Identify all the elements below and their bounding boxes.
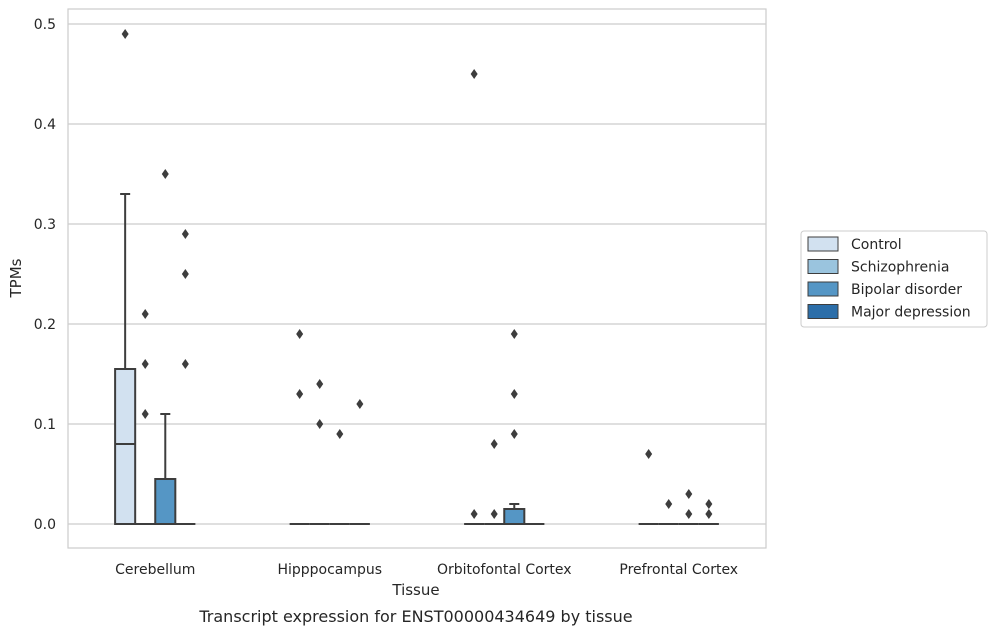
outlier-point (645, 449, 653, 459)
outlier-point (470, 509, 478, 519)
outlier-point (296, 329, 304, 339)
box-bipolar-disorder (503, 503, 526, 525)
outlier-point (316, 419, 324, 429)
legend-frame (800, 230, 988, 328)
legend-swatch (807, 236, 839, 252)
outlier-point (316, 379, 324, 389)
outlier-point (510, 389, 518, 399)
y-tick-label: 0.1 (34, 417, 56, 433)
y-tick-label: 0.4 (34, 117, 56, 133)
legend-label: Schizophrenia (851, 260, 949, 276)
outlier-point (510, 429, 518, 439)
x-tick-labels: Cerebellum Hipppocampus Orbitofontal Corte… (115, 562, 738, 578)
legend-label: Control (851, 237, 902, 253)
outlier-points (121, 29, 713, 519)
legend-swatch (807, 259, 839, 274)
y-tick-label: 0.3 (34, 217, 56, 233)
y-tick-label: 0.0 (34, 517, 56, 533)
outlier-point (470, 69, 478, 79)
outlier-point (121, 29, 129, 39)
x-tick-label: Hipppocampus (277, 562, 382, 578)
y-tick-label: 0.5 (34, 17, 56, 33)
box-body (503, 508, 526, 525)
outlier-point (181, 269, 189, 279)
outlier-point (705, 509, 713, 519)
box-bipolar-disorder (154, 413, 177, 525)
outlier-point (685, 489, 693, 499)
outlier-point (356, 399, 364, 409)
box-control (114, 193, 137, 525)
outlier-point (685, 509, 693, 519)
legend: Control Schizophrenia Bipolar disorder Majo… (800, 230, 988, 328)
outlier-point (705, 499, 713, 509)
x-axis-label: Tissue (391, 581, 439, 599)
box-body (154, 478, 177, 525)
y-tick-labels: 0.0 0.1 0.2 0.3 0.4 0.5 (34, 17, 56, 533)
outlier-point (296, 389, 304, 399)
outlier-point (490, 439, 498, 449)
legend-label: Major depression (851, 305, 971, 321)
legend-swatch (807, 304, 839, 319)
outlier-point (141, 409, 149, 419)
box-body (114, 368, 137, 525)
legend-swatch (807, 281, 839, 297)
outlier-point (141, 359, 149, 369)
outlier-point (336, 429, 344, 439)
chart-caption: Transcript expression for ENST0000043464… (198, 607, 632, 626)
outlier-point (161, 169, 169, 179)
outlier-point (181, 359, 189, 369)
grid-lines (68, 23, 766, 525)
legend-label: Bipolar disorder (851, 282, 962, 298)
plot-frame (67, 8, 767, 549)
outlier-point (665, 499, 673, 509)
y-tick-label: 0.2 (34, 317, 56, 333)
y-axis-label: TPMs (7, 258, 25, 298)
outlier-point (490, 509, 498, 519)
x-tick-label: Cerebellum (115, 562, 195, 578)
x-tick-label: Prefrontal Cortex (619, 562, 738, 578)
outlier-point (141, 309, 149, 319)
outlier-point (510, 329, 518, 339)
outlier-point (181, 229, 189, 239)
boxes (114, 193, 719, 525)
x-tick-label: Orbitofontal Cortex (437, 562, 572, 578)
